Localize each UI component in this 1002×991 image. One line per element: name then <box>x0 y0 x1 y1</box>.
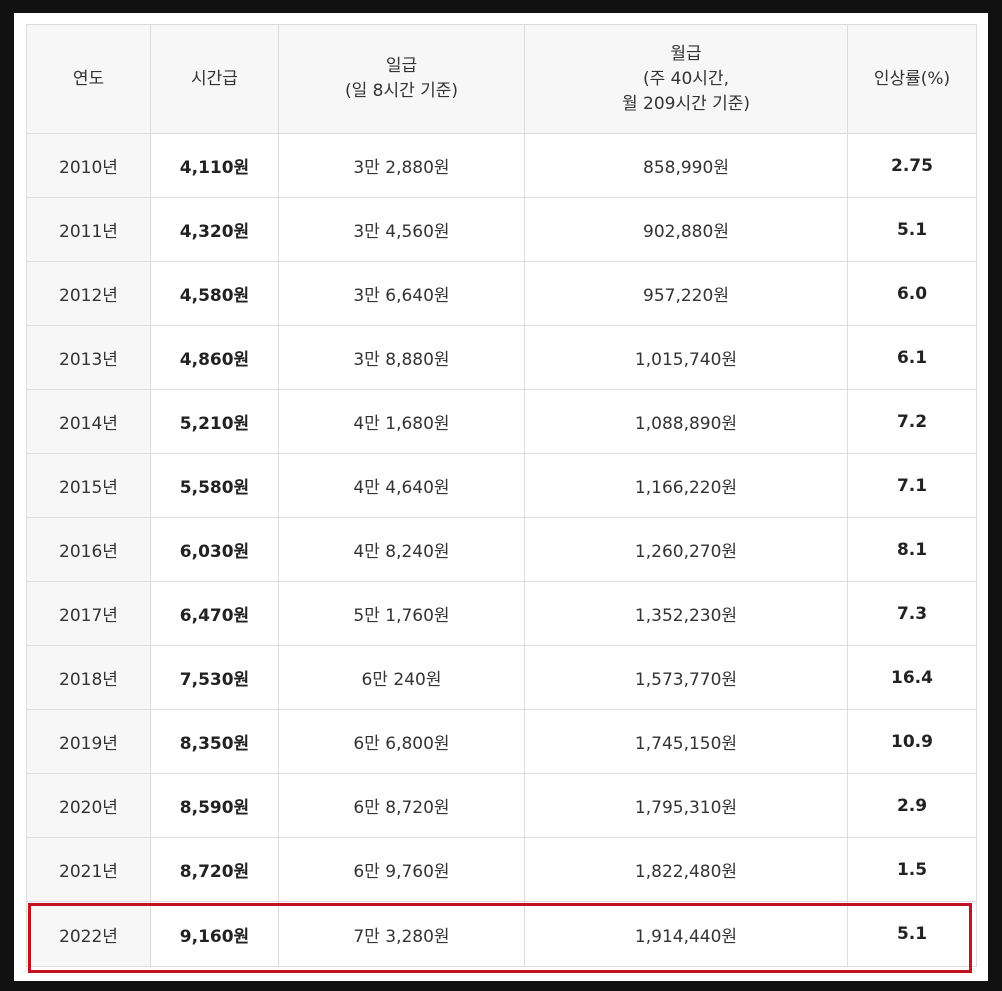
header-daily: 일급 (일 8시간 기준) <box>278 24 525 134</box>
cell-monthly: 1,166,220원 <box>524 453 848 518</box>
cell-year: 2021년 <box>26 837 151 902</box>
cell-daily: 4만 8,240원 <box>278 517 525 582</box>
table-row: 2012년 4,580원 3만 6,640원 957,220원 6.0 <box>26 261 977 326</box>
cell-monthly: 902,880원 <box>524 197 848 262</box>
cell-daily: 4만 1,680원 <box>278 389 525 454</box>
cell-monthly: 1,914,440원 <box>524 901 848 967</box>
cell-daily: 6만 6,800원 <box>278 709 525 774</box>
cell-daily: 3만 4,560원 <box>278 197 525 262</box>
cell-daily: 3만 2,880원 <box>278 133 525 198</box>
table-row: 2011년 4,320원 3만 4,560원 902,880원 5.1 <box>26 197 977 262</box>
cell-daily: 6만 240원 <box>278 645 525 710</box>
cell-daily: 3만 6,640원 <box>278 261 525 326</box>
table-row: 2013년 4,860원 3만 8,880원 1,015,740원 6.1 <box>26 325 977 390</box>
table-row: 2017년 6,470원 5만 1,760원 1,352,230원 7.3 <box>26 581 977 646</box>
table-body: 2010년 4,110원 3만 2,880원 858,990원 2.75 2011년 4,3… <box>26 133 977 967</box>
cell-rate: 5.1 <box>847 901 977 967</box>
cell-hourly: 5,210원 <box>150 389 279 454</box>
cell-monthly: 957,220원 <box>524 261 848 326</box>
cell-daily: 7만 3,280원 <box>278 901 525 967</box>
cell-rate: 7.1 <box>847 453 977 518</box>
cell-rate: 2.75 <box>847 133 977 198</box>
cell-monthly: 1,822,480원 <box>524 837 848 902</box>
cell-hourly: 6,470원 <box>150 581 279 646</box>
cell-monthly: 1,088,890원 <box>524 389 848 454</box>
cell-monthly: 1,573,770원 <box>524 645 848 710</box>
cell-hourly: 8,590원 <box>150 773 279 838</box>
cell-monthly: 1,795,310원 <box>524 773 848 838</box>
cell-year: 2016년 <box>26 517 151 582</box>
header-monthly: 월급 (주 40시간, 월 209시간 기준) <box>524 24 848 134</box>
cell-year: 2017년 <box>26 581 151 646</box>
cell-hourly: 8,720원 <box>150 837 279 902</box>
table-row: 2021년 8,720원 6만 9,760원 1,822,480원 1.5 <box>26 837 977 902</box>
cell-hourly: 8,350원 <box>150 709 279 774</box>
cell-rate: 8.1 <box>847 517 977 582</box>
cell-monthly: 1,352,230원 <box>524 581 848 646</box>
cell-daily: 4만 4,640원 <box>278 453 525 518</box>
table-row: 2010년 4,110원 3만 2,880원 858,990원 2.75 <box>26 133 977 198</box>
cell-monthly: 858,990원 <box>524 133 848 198</box>
cell-year: 2010년 <box>26 133 151 198</box>
header-daily-line: 일급 <box>385 56 418 76</box>
table-row: 2020년 8,590원 6만 8,720원 1,795,310원 2.9 <box>26 773 977 838</box>
cell-rate: 7.2 <box>847 389 977 454</box>
table-frame: 연도 시간급 일급 (일 8시간 기준) 월급 (주 40시간, 월 209시간… <box>14 13 988 981</box>
table-row: 2015년 5,580원 4만 4,640원 1,166,220원 7.1 <box>26 453 977 518</box>
table-header-row: 연도 시간급 일급 (일 8시간 기준) 월급 (주 40시간, 월 209시간… <box>26 24 977 134</box>
cell-hourly: 4,320원 <box>150 197 279 262</box>
cell-year: 2012년 <box>26 261 151 326</box>
cell-year: 2022년 <box>26 901 151 967</box>
header-monthly-line: 월 209시간 기준) <box>621 93 751 114</box>
cell-rate: 16.4 <box>847 645 977 710</box>
cell-hourly: 4,860원 <box>150 325 279 390</box>
cell-rate: 2.9 <box>847 773 977 838</box>
table-row: 2018년 7,530원 6만 240원 1,573,770원 16.4 <box>26 645 977 710</box>
cell-hourly: 4,110원 <box>150 133 279 198</box>
cell-hourly: 6,030원 <box>150 517 279 582</box>
cell-daily: 6만 9,760원 <box>278 837 525 902</box>
header-daily-line: (일 8시간 기준) <box>344 81 459 101</box>
header-hourly: 시간급 <box>150 24 279 134</box>
cell-monthly: 1,015,740원 <box>524 325 848 390</box>
cell-year: 2011년 <box>26 197 151 262</box>
cell-year: 2014년 <box>26 389 151 454</box>
cell-hourly: 7,530원 <box>150 645 279 710</box>
header-monthly-line: (주 40시간, <box>643 68 729 89</box>
cell-hourly: 4,580원 <box>150 261 279 326</box>
cell-year: 2013년 <box>26 325 151 390</box>
cell-daily: 3만 8,880원 <box>278 325 525 390</box>
cell-daily: 6만 8,720원 <box>278 773 525 838</box>
cell-rate: 7.3 <box>847 581 977 646</box>
cell-year: 2018년 <box>26 645 151 710</box>
cell-year: 2020년 <box>26 773 151 838</box>
cell-daily: 5만 1,760원 <box>278 581 525 646</box>
cell-rate: 1.5 <box>847 837 977 902</box>
table-row: 2016년 6,030원 4만 8,240원 1,260,270원 8.1 <box>26 517 977 582</box>
cell-year: 2015년 <box>26 453 151 518</box>
table-row: 2022년 9,160원 7만 3,280원 1,914,440원 5.1 <box>26 901 977 967</box>
cell-rate: 6.1 <box>847 325 977 390</box>
table-row: 2014년 5,210원 4만 1,680원 1,088,890원 7.2 <box>26 389 977 454</box>
cell-hourly: 5,580원 <box>150 453 279 518</box>
cell-hourly: 9,160원 <box>150 901 279 967</box>
header-monthly-line: 월급 <box>670 43 702 64</box>
cell-rate: 10.9 <box>847 709 977 774</box>
cell-rate: 5.1 <box>847 197 977 262</box>
minimum-wage-table: 연도 시간급 일급 (일 8시간 기준) 월급 (주 40시간, 월 209시간… <box>26 24 977 967</box>
header-rate: 인상률(%) <box>847 24 977 134</box>
cell-monthly: 1,745,150원 <box>524 709 848 774</box>
cell-rate: 6.0 <box>847 261 977 326</box>
table-row: 2019년 8,350원 6만 6,800원 1,745,150원 10.9 <box>26 709 977 774</box>
cell-monthly: 1,260,270원 <box>524 517 848 582</box>
cell-year: 2019년 <box>26 709 151 774</box>
header-year: 연도 <box>26 24 151 134</box>
